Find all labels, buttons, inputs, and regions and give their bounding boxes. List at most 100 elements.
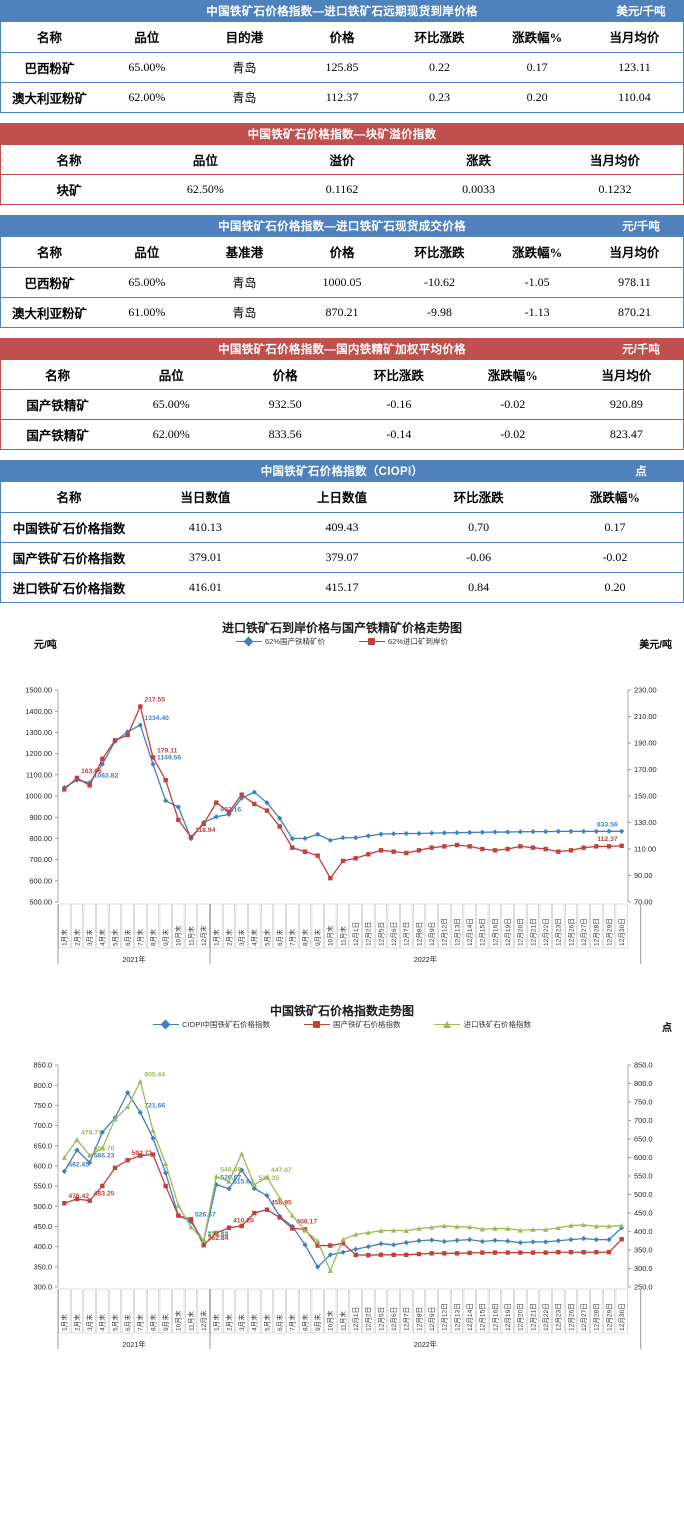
table-title: 中国铁矿石价格指数（CIOPI）: [260, 466, 424, 478]
data-cell: 62.00%: [152, 427, 190, 441]
legend-swatch-icon: [359, 637, 385, 645]
table-row: 澳大利亚粉矿 61.00% 青岛 870.21 -9.98 -1.13 870.21: [0, 297, 684, 327]
svg-text:9月末: 9月末: [161, 1313, 170, 1330]
svg-text:6月末: 6月末: [275, 928, 284, 945]
svg-text:350.0: 350.0: [34, 1262, 53, 1271]
svg-text:600.0: 600.0: [34, 1161, 53, 1170]
svg-text:170.00: 170.00: [634, 765, 657, 774]
svg-text:5月末: 5月末: [110, 928, 119, 945]
column-header: 当日数值: [180, 491, 231, 506]
row-name-cell: 澳大利亚粉矿: [12, 91, 88, 106]
svg-text:500.00: 500.00: [29, 897, 52, 906]
svg-text:400.0: 400.0: [634, 1227, 653, 1236]
svg-text:5月末: 5月末: [262, 1313, 271, 1330]
data-cell: 青岛: [232, 275, 257, 290]
svg-text:1月末: 1月末: [60, 1313, 69, 1330]
svg-text:12月16日: 12月16日: [491, 918, 499, 946]
data-cell: 0.20: [526, 89, 548, 104]
table-unit: 元/千吨: [622, 343, 660, 356]
column-header: 名称: [56, 491, 82, 506]
svg-text:447.07: 447.07: [271, 1167, 292, 1174]
svg-text:12月30日: 12月30日: [618, 918, 626, 946]
data-cell: -0.14: [386, 427, 412, 441]
svg-text:8月末: 8月末: [300, 928, 309, 945]
svg-text:12月9日: 12月9日: [428, 1306, 436, 1330]
svg-text:12月23日: 12月23日: [555, 918, 563, 946]
data-cell: -0.06: [466, 549, 492, 564]
svg-text:350.0: 350.0: [634, 1245, 653, 1254]
svg-text:12月14日: 12月14日: [466, 1303, 474, 1331]
svg-text:6月末: 6月末: [275, 1313, 284, 1330]
svg-text:1062.82: 1062.82: [94, 772, 119, 779]
data-cell: 409.43: [325, 519, 359, 534]
svg-text:550.0: 550.0: [634, 1171, 653, 1180]
svg-text:562.45: 562.45: [68, 1161, 89, 1168]
svg-text:10月末: 10月末: [174, 1310, 183, 1331]
svg-text:586.23: 586.23: [94, 1152, 115, 1159]
svg-text:217.55: 217.55: [144, 696, 165, 703]
svg-text:2022年: 2022年: [414, 1340, 437, 1349]
data-cell: 110.04: [618, 89, 651, 104]
legend-label: 62%国产铁精矿价: [264, 636, 325, 646]
svg-text:4月末: 4月末: [98, 1313, 107, 1330]
table-row: 巴西粉矿 65.00% 青岛 1000.05 -10.62 -1.05 978.11: [0, 267, 684, 297]
data-cell: -9.98: [427, 304, 453, 319]
svg-text:4月末: 4月末: [250, 928, 259, 945]
svg-text:10月末: 10月末: [326, 1310, 335, 1331]
svg-text:3月末: 3月末: [237, 1313, 246, 1330]
table-row: 国产铁矿石价格指数 379.01 379.07 -0.06 -0.02: [0, 542, 684, 572]
svg-text:6月末: 6月末: [123, 928, 132, 945]
svg-text:1334.40: 1334.40: [144, 715, 169, 722]
data-cell: 932.50: [268, 397, 302, 411]
svg-text:400.0: 400.0: [34, 1242, 53, 1251]
data-cell: 920.89: [609, 397, 643, 411]
data-table: 名称 当日数值 上日数值 环比涨跌 涨跌幅% 中国铁矿石价格指数 410.13 409.43 0…: [0, 482, 684, 603]
data-cell: 0.22: [429, 59, 451, 74]
data-cell: -1.13: [524, 304, 550, 319]
svg-text:750.0: 750.0: [34, 1100, 53, 1109]
data-cell: 1000.05: [322, 274, 362, 289]
svg-text:12月12日: 12月12日: [441, 918, 449, 946]
column-header: 上日数值: [316, 491, 367, 506]
svg-text:483.25: 483.25: [94, 1190, 115, 1197]
svg-text:450.0: 450.0: [634, 1208, 653, 1217]
svg-text:650.0: 650.0: [34, 1141, 53, 1150]
table-block-domestic-concentrate-weighted: 中国铁矿石价格指数—国内铁精矿加权平均价格 元/千吨名称 品位 价格 环比涨跌 涨跌幅% 当…: [0, 337, 684, 450]
svg-text:12月12日: 12月12日: [441, 1303, 449, 1331]
svg-text:12月23日: 12月23日: [555, 1303, 563, 1331]
svg-text:3月末: 3月末: [237, 928, 246, 945]
table-header-row: 名称 品位 价格 环比涨跌 涨跌幅% 当月均价: [0, 360, 684, 390]
data-cell: 123.11: [618, 59, 651, 74]
column-header: 溢价: [329, 153, 355, 168]
svg-text:12月5日: 12月5日: [377, 1306, 385, 1330]
svg-text:478.71: 478.71: [81, 1129, 102, 1136]
svg-text:850.0: 850.0: [34, 1060, 53, 1069]
chart-price-trend: 进口铁矿石到岸价格与国产铁精矿价格走势图 元/吨 美元/吨 62%国产铁精矿价 6…: [0, 612, 684, 982]
svg-text:592.71: 592.71: [132, 1150, 153, 1157]
legend-item: 62%进口矿到岸价: [359, 636, 448, 647]
data-cell: 0.84: [468, 579, 490, 594]
table-title: 中国铁矿石价格指数—块矿溢价指数: [247, 128, 437, 141]
chart1-unit-right: 美元/吨: [639, 639, 672, 651]
svg-text:4月末: 4月末: [98, 928, 107, 945]
chart2-svg: 300.0 350.0 400.0 450.0 500.0 550.0 600.0 650.0…: [34, 1060, 653, 1349]
row-name-cell: 澳大利亚粉矿: [12, 306, 88, 321]
table-block-ciopi-index: 中国铁矿石价格指数（CIOPI） 点名称 当日数值 上日数值 环比涨跌 涨跌幅% 中国铁矿石…: [0, 460, 684, 603]
data-cell: 379.01: [188, 549, 222, 564]
svg-text:12月7日: 12月7日: [403, 921, 411, 945]
column-header: 基准港: [225, 246, 264, 261]
svg-text:4月末: 4月末: [250, 1313, 259, 1330]
table-header-row: 名称 当日数值 上日数值 环比涨跌 涨跌幅%: [0, 482, 684, 512]
legend-swatch-icon: [235, 636, 262, 647]
svg-text:11月末: 11月末: [338, 1310, 347, 1330]
data-cell: 62.00%: [128, 89, 166, 104]
column-header: 当月均价: [601, 368, 652, 383]
table-block-import-forward-cfr: 中国铁矿石价格指数—进口铁矿石远期现货到岸价格 美元/千吨 名称 品位 目的港 价格 环比涨…: [0, 0, 684, 113]
svg-text:7月末: 7月末: [136, 928, 145, 945]
table-title: 中国铁矿石价格指数—国内铁精矿加权平均价格: [218, 343, 466, 356]
svg-text:12月15日: 12月15日: [479, 918, 487, 946]
svg-text:1月末: 1月末: [212, 928, 221, 945]
svg-text:2月末: 2月末: [72, 928, 81, 945]
svg-text:8月末: 8月末: [148, 1313, 157, 1330]
